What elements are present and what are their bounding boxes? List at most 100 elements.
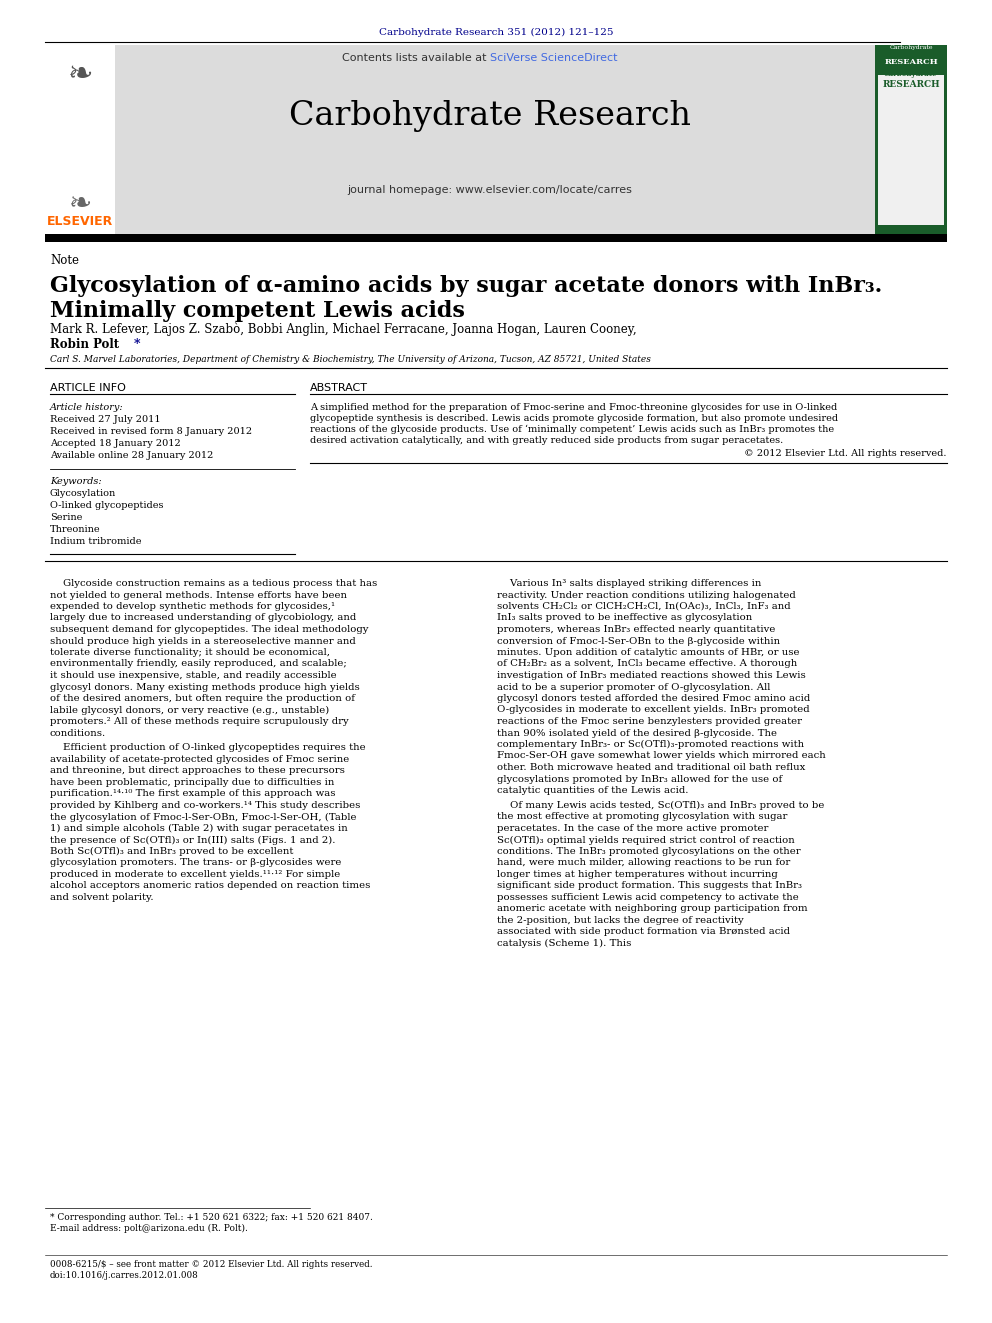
Bar	[875, 45, 947, 235]
Text: of the desired anomers, but often require the production of: of the desired anomers, but often requir…	[50, 695, 355, 703]
Text: the most effective at promoting glycosylation with sugar: the most effective at promoting glycosyl…	[497, 812, 788, 822]
Text: Available online 28 January 2012: Available online 28 January 2012	[50, 451, 213, 460]
Text: availability of acetate-protected glycosides of Fmoc serine: availability of acetate-protected glycos…	[50, 755, 349, 763]
Text: purification.¹⁴·¹⁰ The first example of this approach was: purification.¹⁴·¹⁰ The first example of …	[50, 790, 335, 799]
Text: Sc(OTfl)₃ optimal yields required strict control of reaction: Sc(OTfl)₃ optimal yields required strict…	[497, 835, 795, 844]
Text: conditions. The InBr₃ promoted glycosylations on the other: conditions. The InBr₃ promoted glycosyla…	[497, 847, 801, 856]
Text: reactivity. Under reaction conditions utilizing halogenated: reactivity. Under reaction conditions ut…	[497, 590, 796, 599]
Text: Glycoside construction remains as a tedious process that has: Glycoside construction remains as a tedi…	[50, 579, 377, 587]
Text: Various In³ salts displayed striking differences in: Various In³ salts displayed striking dif…	[497, 579, 762, 587]
Text: significant side product formation. This suggests that InBr₃: significant side product formation. This…	[497, 881, 802, 890]
Text: SciVerse ScienceDirect: SciVerse ScienceDirect	[490, 53, 617, 64]
Text: of CH₂Br₂ as a solvent, InCl₃ became effective. A thorough: of CH₂Br₂ as a solvent, InCl₃ became eff…	[497, 659, 798, 668]
Text: ABSTRACT: ABSTRACT	[310, 382, 368, 393]
Text: ❧: ❧	[67, 60, 92, 89]
Text: hand, were much milder, allowing reactions to be run for: hand, were much milder, allowing reactio…	[497, 859, 791, 868]
Text: catalysis (Scheme 1). This: catalysis (Scheme 1). This	[497, 939, 631, 949]
Text: Carbohydrate: Carbohydrate	[889, 45, 932, 50]
Text: than 90% isolated yield of the desired β-glycoside. The: than 90% isolated yield of the desired β…	[497, 729, 777, 737]
Text: catalytic quantities of the Lewis acid.: catalytic quantities of the Lewis acid.	[497, 786, 688, 795]
Text: provided by Kihlberg and co-workers.¹⁴ This study describes: provided by Kihlberg and co-workers.¹⁴ T…	[50, 800, 360, 810]
Text: glycopeptide synthesis is described. Lewis acids promote glycoside formation, bu: glycopeptide synthesis is described. Lew…	[310, 414, 838, 423]
Bar	[45, 60, 115, 235]
Text: O-linked glycopeptides: O-linked glycopeptides	[50, 501, 164, 509]
Text: Efficient production of O-linked glycopeptides requires the: Efficient production of O-linked glycope…	[50, 744, 366, 753]
Text: longer times at higher temperatures without incurring: longer times at higher temperatures with…	[497, 871, 778, 878]
Text: subsequent demand for glycopeptides. The ideal methodology: subsequent demand for glycopeptides. The…	[50, 624, 368, 634]
Text: Minimally competent Lewis acids: Minimally competent Lewis acids	[50, 300, 465, 321]
Text: Received in revised form 8 January 2012: Received in revised form 8 January 2012	[50, 427, 252, 437]
Text: desired activation catalytically, and with greatly reduced side products from su: desired activation catalytically, and wi…	[310, 437, 784, 445]
Text: reactions of the glycoside products. Use of ‘minimally competent’ Lewis acids su: reactions of the glycoside products. Use…	[310, 425, 834, 434]
Text: Glycosylation of α-amino acids by sugar acetate donors with InBr₃.: Glycosylation of α-amino acids by sugar …	[50, 275, 882, 296]
Text: Threonine: Threonine	[50, 525, 100, 534]
Text: possesses sufficient Lewis acid competency to activate the: possesses sufficient Lewis acid competen…	[497, 893, 799, 902]
Text: anomeric acetate with neighboring group participation from: anomeric acetate with neighboring group …	[497, 905, 807, 913]
Text: Carbohydrate Research 351 (2012) 121–125: Carbohydrate Research 351 (2012) 121–125	[379, 28, 613, 37]
Text: not yielded to general methods. Intense efforts have been: not yielded to general methods. Intense …	[50, 590, 347, 599]
Text: A simplified method for the preparation of Fmoc-serine and Fmoc-threonine glycos: A simplified method for the preparation …	[310, 404, 837, 411]
Text: InI₃ salts proved to be ineffective as glycosylation: InI₃ salts proved to be ineffective as g…	[497, 614, 752, 623]
Text: promoters.² All of these methods require scrupulously dry: promoters.² All of these methods require…	[50, 717, 349, 726]
Text: and solvent polarity.: and solvent polarity.	[50, 893, 154, 902]
Text: RESEARCH: RESEARCH	[884, 58, 937, 66]
Text: alcohol acceptors anomeric ratios depended on reaction times: alcohol acceptors anomeric ratios depend…	[50, 881, 370, 890]
Text: Mark R. Lefever, Lajos Z. Szabò, Bobbi Anglin, Michael Ferracane, Joanna Hogan, : Mark R. Lefever, Lajos Z. Szabò, Bobbi A…	[50, 323, 637, 336]
Text: minutes. Upon addition of catalytic amounts of HBr, or use: minutes. Upon addition of catalytic amou…	[497, 648, 800, 658]
Text: ❧: ❧	[68, 191, 91, 218]
Text: Contents lists available at: Contents lists available at	[342, 53, 490, 64]
Text: Accepted 18 January 2012: Accepted 18 January 2012	[50, 439, 181, 448]
Text: it should use inexpensive, stable, and readily accessible: it should use inexpensive, stable, and r…	[50, 671, 336, 680]
Text: O-glycosides in moderate to excellent yields. InBr₃ promoted: O-glycosides in moderate to excellent yi…	[497, 705, 809, 714]
Text: Received 27 July 2011: Received 27 July 2011	[50, 415, 161, 423]
Text: the presence of Sc(OTfl)₃ or In(III) salts (Figs. 1 and 2).: the presence of Sc(OTfl)₃ or In(III) sal…	[50, 835, 335, 844]
Text: environmentally friendly, easily reproduced, and scalable;: environmentally friendly, easily reprodu…	[50, 659, 347, 668]
Text: peracetates. In the case of the more active promoter: peracetates. In the case of the more act…	[497, 824, 769, 833]
Text: produced in moderate to excellent yields.¹¹·¹² For simple: produced in moderate to excellent yields…	[50, 871, 340, 878]
Bar	[115, 45, 875, 235]
Bar	[878, 75, 944, 225]
Text: conversion of Fmoc-l-Ser-OBn to the β-glycoside within: conversion of Fmoc-l-Ser-OBn to the β-gl…	[497, 636, 780, 646]
Text: investigation of InBr₃ mediated reactions showed this Lewis: investigation of InBr₃ mediated reaction…	[497, 671, 806, 680]
Text: the glycosylation of Fmoc-l-Ser-OBn, Fmoc-l-Ser-OH, (Table: the glycosylation of Fmoc-l-Ser-OBn, Fmo…	[50, 812, 356, 822]
Text: complementary InBr₃- or Sc(OTfl)₃-promoted reactions with: complementary InBr₃- or Sc(OTfl)₃-promot…	[497, 740, 805, 749]
Text: glycosylation promoters. The trans- or β-glycosides were: glycosylation promoters. The trans- or β…	[50, 859, 341, 868]
Text: expended to develop synthetic methods for glycosides,¹: expended to develop synthetic methods fo…	[50, 602, 335, 611]
Text: journal homepage: www.elsevier.com/locate/carres: journal homepage: www.elsevier.com/locat…	[347, 185, 633, 194]
Text: other. Both microwave heated and traditional oil bath reflux: other. Both microwave heated and traditi…	[497, 763, 806, 773]
Text: Both Sc(OTfl)₃ and InBr₃ proved to be excellent: Both Sc(OTfl)₃ and InBr₃ proved to be ex…	[50, 847, 294, 856]
Text: * Corresponding author. Tel.: +1 520 621 6322; fax: +1 520 621 8407.: * Corresponding author. Tel.: +1 520 621…	[50, 1213, 373, 1222]
Text: 0008-6215/$ – see front matter © 2012 Elsevier Ltd. All rights reserved.: 0008-6215/$ – see front matter © 2012 El…	[50, 1259, 373, 1269]
Text: should produce high yields in a stereoselective manner and: should produce high yields in a stereose…	[50, 636, 356, 646]
Text: labile glycosyl donors, or very reactive (e.g., unstable): labile glycosyl donors, or very reactive…	[50, 705, 329, 714]
Text: *: *	[134, 337, 141, 351]
Text: have been problematic, principally due to difficulties in: have been problematic, principally due t…	[50, 778, 334, 787]
Text: ELSEVIER: ELSEVIER	[47, 216, 113, 228]
Text: glycosyl donors. Many existing methods produce high yields: glycosyl donors. Many existing methods p…	[50, 683, 360, 692]
Text: glycosylations promoted by InBr₃ allowed for the use of: glycosylations promoted by InBr₃ allowed…	[497, 774, 783, 783]
Text: Indium tribromide: Indium tribromide	[50, 537, 142, 546]
Text: largely due to increased understanding of glycobiology, and: largely due to increased understanding o…	[50, 614, 356, 623]
Text: 1) and simple alcohols (Table 2) with sugar peracetates in: 1) and simple alcohols (Table 2) with su…	[50, 824, 348, 833]
Text: tolerate diverse functionality; it should be economical,: tolerate diverse functionality; it shoul…	[50, 648, 330, 658]
Text: Of many Lewis acids tested, Sc(OTfl)₃ and InBr₃ proved to be: Of many Lewis acids tested, Sc(OTfl)₃ an…	[497, 800, 824, 810]
Text: © 2012 Elsevier Ltd. All rights reserved.: © 2012 Elsevier Ltd. All rights reserved…	[745, 448, 947, 458]
Text: and threonine, but direct approaches to these precursors: and threonine, but direct approaches to …	[50, 766, 345, 775]
Text: Carbohydrate: Carbohydrate	[884, 70, 937, 78]
Text: Keywords:: Keywords:	[50, 478, 101, 486]
Text: solvents CH₂Cl₂ or ClCH₂CH₂Cl, In(OAc)₃, InCl₃, InF₃ and: solvents CH₂Cl₂ or ClCH₂CH₂Cl, In(OAc)₃,…	[497, 602, 791, 611]
Bar	[45, 234, 947, 242]
Text: Fmoc-Ser-OH gave somewhat lower yields which mirrored each: Fmoc-Ser-OH gave somewhat lower yields w…	[497, 751, 825, 761]
Text: Serine: Serine	[50, 513, 82, 523]
Text: acid to be a superior promoter of O-glycosylation. All: acid to be a superior promoter of O-glyc…	[497, 683, 771, 692]
Text: E-mail address: polt@arizona.edu (R. Polt).: E-mail address: polt@arizona.edu (R. Pol…	[50, 1224, 248, 1233]
Text: promoters, whereas InBr₃ effected nearly quantitative: promoters, whereas InBr₃ effected nearly…	[497, 624, 776, 634]
Text: ARTICLE INFO: ARTICLE INFO	[50, 382, 126, 393]
Text: Note: Note	[50, 254, 79, 267]
Text: glycosyl donors tested afforded the desired Fmoc amino acid: glycosyl donors tested afforded the desi…	[497, 695, 810, 703]
Text: RESEARCH: RESEARCH	[882, 79, 939, 89]
Text: Robin Polt: Robin Polt	[50, 337, 119, 351]
Text: conditions.: conditions.	[50, 729, 106, 737]
Text: Article history:: Article history:	[50, 404, 124, 411]
Text: Carbohydrate Research: Carbohydrate Research	[289, 101, 691, 132]
